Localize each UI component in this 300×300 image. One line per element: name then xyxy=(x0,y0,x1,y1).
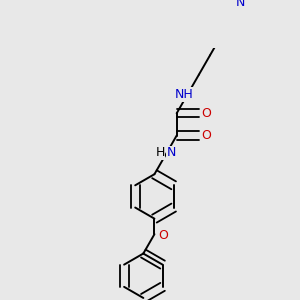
Text: H: H xyxy=(155,146,165,159)
Text: N: N xyxy=(236,0,245,9)
Text: N: N xyxy=(167,146,176,159)
Text: O: O xyxy=(202,107,212,120)
Text: O: O xyxy=(158,229,168,242)
Text: NH: NH xyxy=(175,88,194,100)
Text: O: O xyxy=(202,129,212,142)
